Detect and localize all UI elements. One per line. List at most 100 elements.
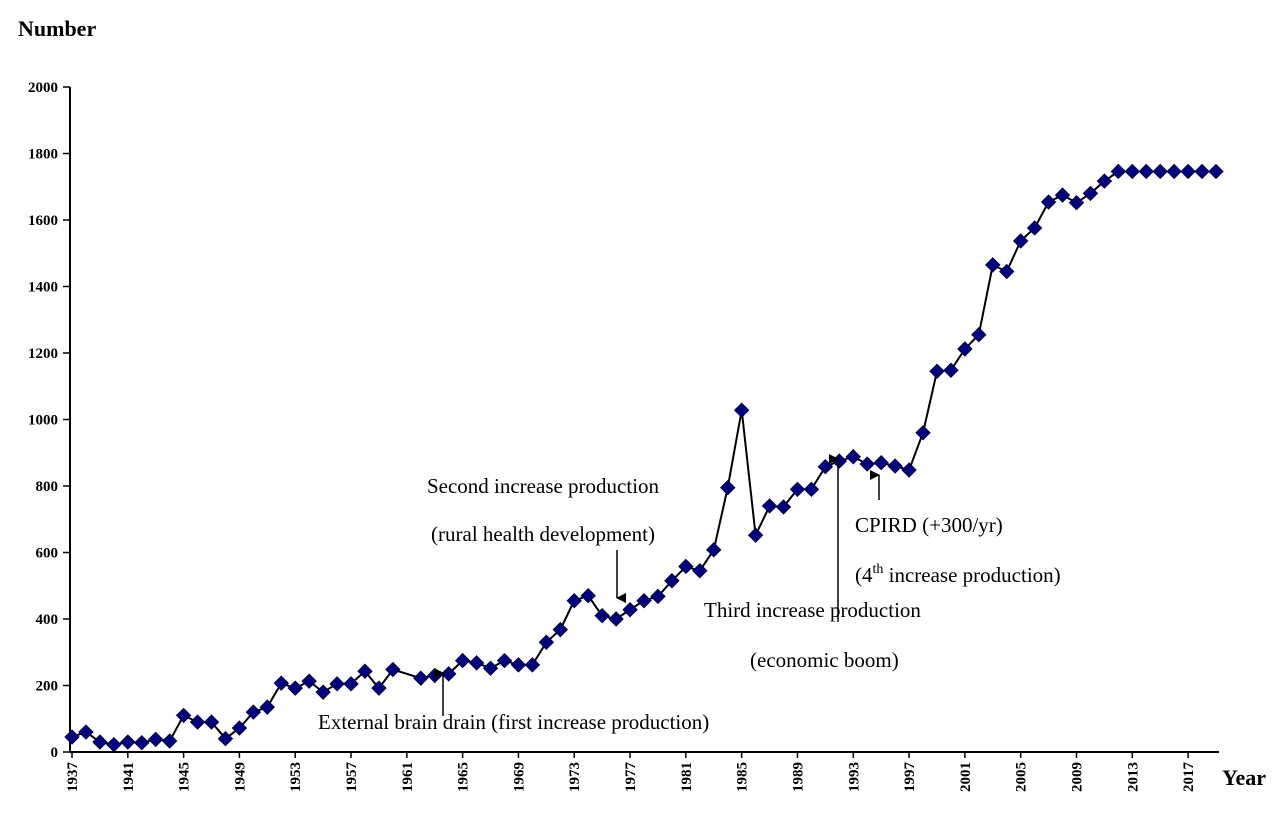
data-point bbox=[831, 453, 848, 469]
data-point bbox=[901, 462, 917, 478]
x-tick-label: 1993 bbox=[846, 762, 862, 792]
data-point bbox=[733, 402, 750, 418]
annotation-part: (4 bbox=[855, 563, 873, 587]
data-point bbox=[482, 660, 499, 676]
data-point bbox=[538, 634, 555, 650]
x-tick-label: 2009 bbox=[1069, 762, 1085, 792]
y-tick-label: 1600 bbox=[28, 213, 58, 229]
x-tick-label: 1937 bbox=[65, 762, 81, 793]
x-tick-label: 2005 bbox=[1014, 762, 1030, 792]
annotation-part: increase production) bbox=[883, 563, 1060, 587]
data-point bbox=[440, 666, 457, 682]
x-tick-label: 2001 bbox=[958, 762, 974, 792]
data-point bbox=[915, 425, 931, 441]
y-axis-title: Number bbox=[18, 16, 96, 41]
data-point bbox=[78, 724, 94, 740]
x-axis-title: Year bbox=[1222, 765, 1266, 790]
data-point bbox=[999, 263, 1015, 280]
annotation: (economic boom) bbox=[750, 648, 899, 672]
data-point bbox=[719, 479, 736, 496]
data-point bbox=[859, 456, 875, 472]
y-tick-label: 200 bbox=[36, 679, 59, 695]
data-point bbox=[706, 542, 722, 558]
data-point bbox=[231, 720, 248, 736]
data-point bbox=[1096, 173, 1113, 189]
data-point bbox=[1110, 163, 1127, 180]
data-point bbox=[761, 498, 778, 514]
data-point bbox=[566, 593, 582, 609]
data-point bbox=[524, 657, 541, 673]
data-point bbox=[273, 675, 289, 691]
data-point bbox=[943, 362, 959, 378]
data-point bbox=[803, 481, 820, 498]
data-point bbox=[217, 730, 234, 747]
data-point bbox=[971, 327, 987, 343]
data-point bbox=[622, 601, 638, 618]
data-point bbox=[817, 459, 834, 475]
annotation: (4th increase production) bbox=[855, 562, 1061, 587]
data-point bbox=[134, 734, 150, 751]
data-point bbox=[64, 729, 80, 745]
data-point bbox=[552, 621, 569, 638]
data-point bbox=[1208, 163, 1224, 180]
data-point bbox=[1124, 163, 1140, 180]
annotations: Second increase production (rural health… bbox=[318, 454, 1061, 734]
data-point bbox=[427, 667, 443, 684]
x-tick-label: 1949 bbox=[232, 762, 248, 792]
y-tick-label: 400 bbox=[36, 612, 59, 628]
y-tick-label: 1800 bbox=[28, 147, 58, 163]
y-tick-label: 2000 bbox=[28, 80, 58, 96]
data-point bbox=[678, 558, 694, 575]
data-point bbox=[789, 481, 806, 498]
data-point bbox=[957, 341, 973, 357]
data-point bbox=[454, 652, 471, 669]
annotation: External brain drain (first increase pro… bbox=[318, 710, 709, 734]
data-point bbox=[413, 670, 429, 686]
data-point bbox=[175, 707, 192, 724]
x-tick-label: 1957 bbox=[344, 762, 360, 793]
annotation: Second increase production bbox=[427, 474, 660, 498]
data-point bbox=[580, 588, 596, 604]
annotation: CPIRD (+300/yr) bbox=[855, 513, 1003, 537]
data-point bbox=[189, 714, 206, 730]
y-tick-label: 1000 bbox=[28, 413, 58, 429]
data-point bbox=[1068, 195, 1085, 211]
x-tick-label: 1961 bbox=[400, 762, 416, 792]
x-tick-label: 1941 bbox=[121, 762, 137, 792]
y-tick-label: 1200 bbox=[28, 346, 58, 362]
data-point bbox=[664, 573, 680, 589]
data-point bbox=[1166, 163, 1182, 180]
y-tick-label: 0 bbox=[51, 745, 59, 761]
x-tick-label: 1965 bbox=[456, 762, 472, 792]
y-tick-label: 600 bbox=[36, 546, 59, 562]
x-tick-label: 2017 bbox=[1181, 762, 1197, 793]
data-point bbox=[496, 652, 513, 669]
data-point bbox=[343, 676, 359, 692]
data-point bbox=[608, 611, 624, 627]
x-tick-label: 1953 bbox=[288, 762, 304, 792]
y-tick-label: 800 bbox=[36, 479, 59, 495]
data-point bbox=[329, 676, 345, 692]
data-point bbox=[120, 734, 136, 750]
data-point bbox=[1180, 163, 1196, 180]
data-point bbox=[1040, 194, 1057, 210]
annotation-part: th bbox=[873, 562, 884, 577]
data-point bbox=[1152, 163, 1168, 180]
data-point bbox=[510, 657, 527, 673]
x-tick-label: 1981 bbox=[679, 762, 695, 792]
data-point bbox=[468, 655, 485, 671]
annotation: (rural health development) bbox=[431, 522, 655, 546]
data-point bbox=[929, 363, 945, 379]
data-point bbox=[301, 673, 317, 689]
data-point bbox=[245, 704, 262, 720]
series-line bbox=[71, 170, 1216, 746]
x-tick-label: 1977 bbox=[623, 762, 639, 793]
data-point bbox=[147, 731, 164, 748]
data-point bbox=[287, 680, 303, 696]
data-point bbox=[315, 684, 331, 700]
x-tick-label: 1969 bbox=[511, 762, 527, 792]
data-point bbox=[636, 593, 652, 609]
data-point bbox=[1026, 220, 1043, 236]
x-tick-label: 1985 bbox=[735, 762, 751, 792]
